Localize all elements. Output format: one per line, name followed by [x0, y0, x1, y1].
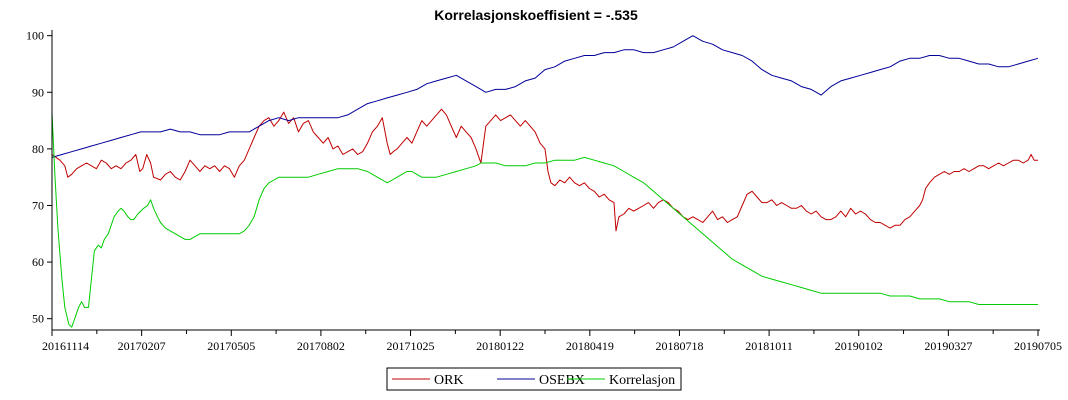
x-tick-label: 20161114 [42, 339, 89, 353]
series-line-ork [51, 108, 1038, 232]
legend: ORK OSEBX Korrelasjon [386, 367, 682, 391]
x-tick-label: 20180718 [655, 339, 703, 353]
x-tick-label: 20181011 [745, 339, 793, 353]
plot-series [51, 35, 1039, 328]
x-axis-ticks: 20161114 20170207 20170505 20170802 20171025… [42, 330, 1062, 353]
x-tick-label: 20180419 [566, 339, 614, 353]
x-tick-label: 20170802 [297, 339, 345, 353]
legend-label-osebx: OSEBX [539, 373, 585, 388]
x-tick-label: 20170207 [118, 339, 166, 353]
y-tick-label: 50 [32, 312, 44, 326]
x-tick-label: 20171025 [387, 339, 435, 353]
y-tick-label: 70 [32, 198, 44, 212]
series-line-osebx [51, 35, 1039, 158]
x-tick-label: 20190705 [1014, 339, 1062, 353]
legend-label-ork: ORK [434, 373, 464, 388]
series-line-korrelasjon [51, 112, 1038, 328]
y-tick-label: 60 [32, 255, 44, 269]
x-tick-label: 20170505 [207, 339, 255, 353]
chart-title: Korrelasjonskoeffisient = -.535 [434, 7, 638, 23]
y-tick-label: 90 [32, 85, 44, 99]
x-tick-label: 20190327 [924, 339, 972, 353]
x-tick-label: 20180122 [476, 339, 524, 353]
legend-label-korrelasjon: Korrelasjon [609, 373, 675, 388]
y-axis-ticks: 50 60 70 80 90 100 [26, 29, 52, 326]
y-tick-label: 80 [32, 142, 44, 156]
y-tick-label: 100 [26, 29, 44, 43]
x-tick-label: 20190102 [835, 339, 883, 353]
